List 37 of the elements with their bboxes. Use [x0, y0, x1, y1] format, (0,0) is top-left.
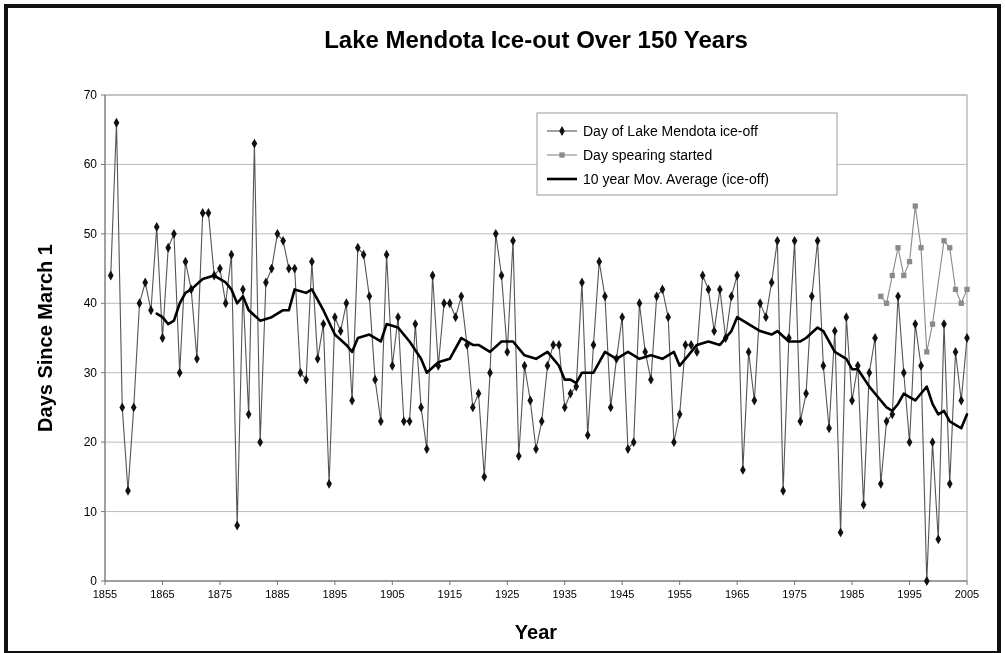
x-tick-label: 1885	[265, 588, 290, 600]
x-tick-label: 1935	[552, 588, 577, 600]
point	[918, 245, 924, 251]
x-axis-title: Year	[514, 621, 558, 643]
x-tick-label: 1875	[207, 588, 233, 600]
x-tick-label: 1975	[782, 588, 807, 600]
x-tick-label: 1955	[667, 588, 692, 600]
x-tick-label: 1985	[839, 588, 865, 600]
legend-label: Day spearing started	[583, 147, 713, 163]
y-tick-label: 0	[90, 574, 98, 588]
x-tick-label: 2005	[954, 588, 980, 600]
y-axis-title: Days Since March 1	[34, 244, 56, 432]
chart-title: Lake Mendota Ice-out Over 150 Years	[324, 26, 748, 53]
x-tick-label: 1855	[92, 588, 118, 600]
y-tick-label: 20	[83, 435, 98, 450]
point	[924, 349, 930, 355]
point	[912, 203, 918, 209]
x-tick-label: 1965	[724, 588, 750, 600]
y-tick-label: 40	[83, 296, 98, 311]
legend-label: Day of Lake Mendota ice-off	[583, 123, 758, 139]
x-tick-label: 1895	[322, 588, 348, 600]
x-tick-label: 1995	[897, 588, 922, 600]
legend-label: 10 year Mov. Average (ice-off)	[583, 171, 769, 187]
x-tick-label: 1865	[150, 588, 175, 600]
y-tick-label: 60	[83, 157, 98, 172]
y-tick-label: 30	[83, 365, 98, 380]
x-tick-label: 1925	[495, 588, 520, 600]
point	[941, 238, 947, 244]
y-tick-label: 10	[83, 504, 98, 519]
y-tick-label: 50	[83, 226, 98, 241]
y-tick-label: 70	[83, 88, 98, 102]
x-tick-label: 1905	[380, 588, 405, 600]
x-tick-label: 1945	[609, 588, 635, 600]
point	[964, 286, 970, 293]
point	[929, 321, 936, 327]
x-tick-label: 1915	[437, 588, 463, 600]
point	[895, 245, 901, 251]
